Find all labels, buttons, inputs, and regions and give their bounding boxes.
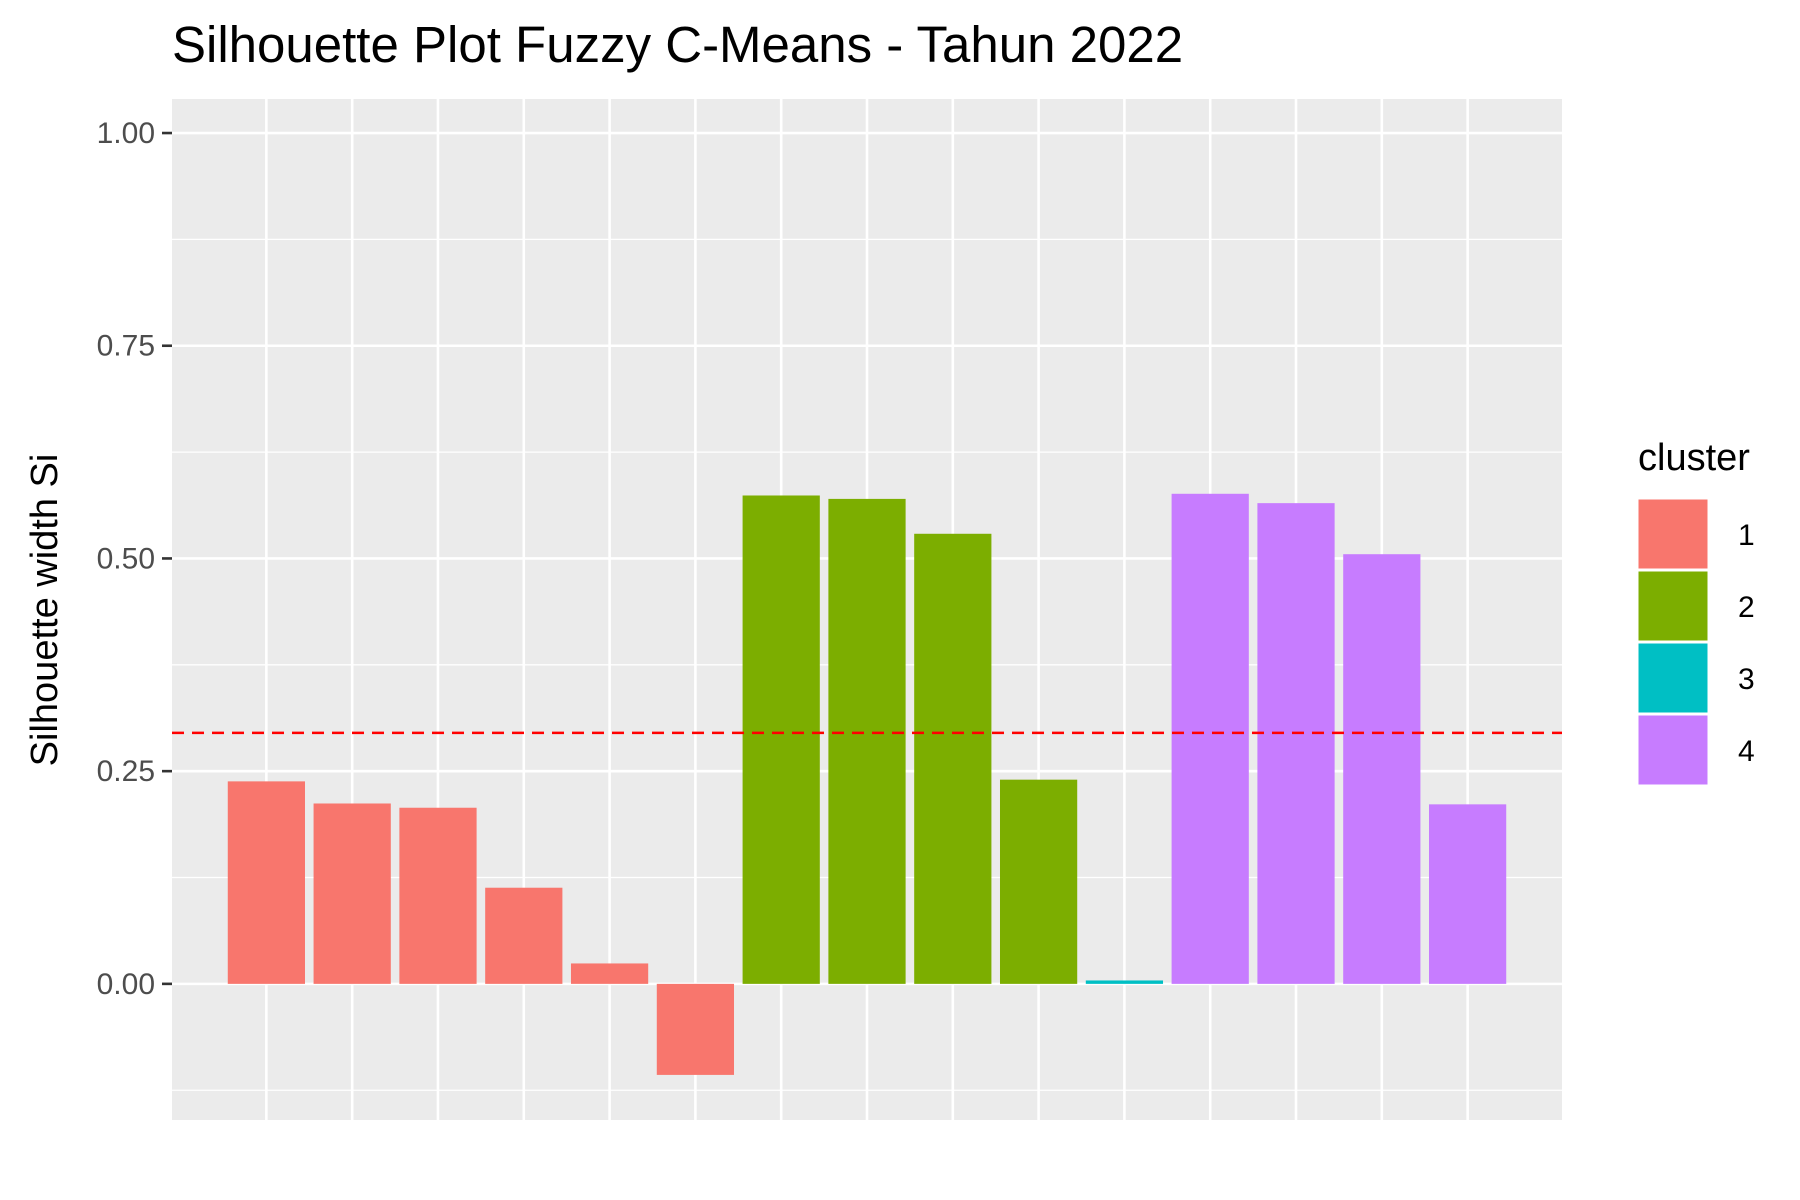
bar-cluster-1 (656, 983, 735, 1075)
bar-cluster-1 (227, 781, 305, 984)
bar-cluster-2 (742, 495, 820, 984)
bars-group (227, 493, 1507, 1075)
y-tick-label: 0.75 (97, 330, 155, 363)
bar-cluster-4 (1429, 804, 1507, 984)
legend-label-1: 1 (1738, 519, 1755, 552)
y-tick-label: 0.50 (97, 542, 155, 575)
chart-title: Silhouette Plot Fuzzy C-Means - Tahun 20… (172, 16, 1183, 73)
legend-label-3: 3 (1738, 663, 1755, 696)
bar-cluster-4 (1343, 554, 1421, 984)
bar-cluster-4 (1171, 493, 1249, 984)
y-axis: 0.00 0.25 0.50 0.75 1.00 (97, 117, 172, 1001)
legend-entries: 1 2 3 4 (1637, 498, 1755, 786)
y-tick-label: 1.00 (97, 117, 155, 150)
bar-cluster-1 (570, 963, 649, 984)
bar-cluster-4 (1257, 503, 1335, 984)
legend-key-4 (1637, 714, 1709, 786)
y-axis-title: Silhouette width Si (24, 454, 66, 767)
bar-cluster-2 (828, 498, 906, 984)
bar-cluster-1 (485, 887, 563, 984)
legend: cluster 1 2 3 4 (1637, 437, 1755, 786)
legend-label-2: 2 (1738, 591, 1755, 624)
bar-cluster-2 (999, 779, 1078, 984)
legend-key-1 (1637, 498, 1709, 570)
legend-title: cluster (1638, 437, 1750, 479)
legend-label-4: 4 (1738, 735, 1755, 768)
y-tick-label: 0.00 (97, 968, 155, 1001)
bar-cluster-3 (1085, 980, 1164, 984)
bar-cluster-2 (914, 533, 992, 984)
bar-cluster-1 (313, 803, 391, 984)
legend-key-3 (1637, 642, 1709, 714)
legend-key-2 (1637, 570, 1709, 642)
bar-cluster-1 (399, 807, 477, 984)
y-tick-label: 0.25 (97, 755, 155, 788)
